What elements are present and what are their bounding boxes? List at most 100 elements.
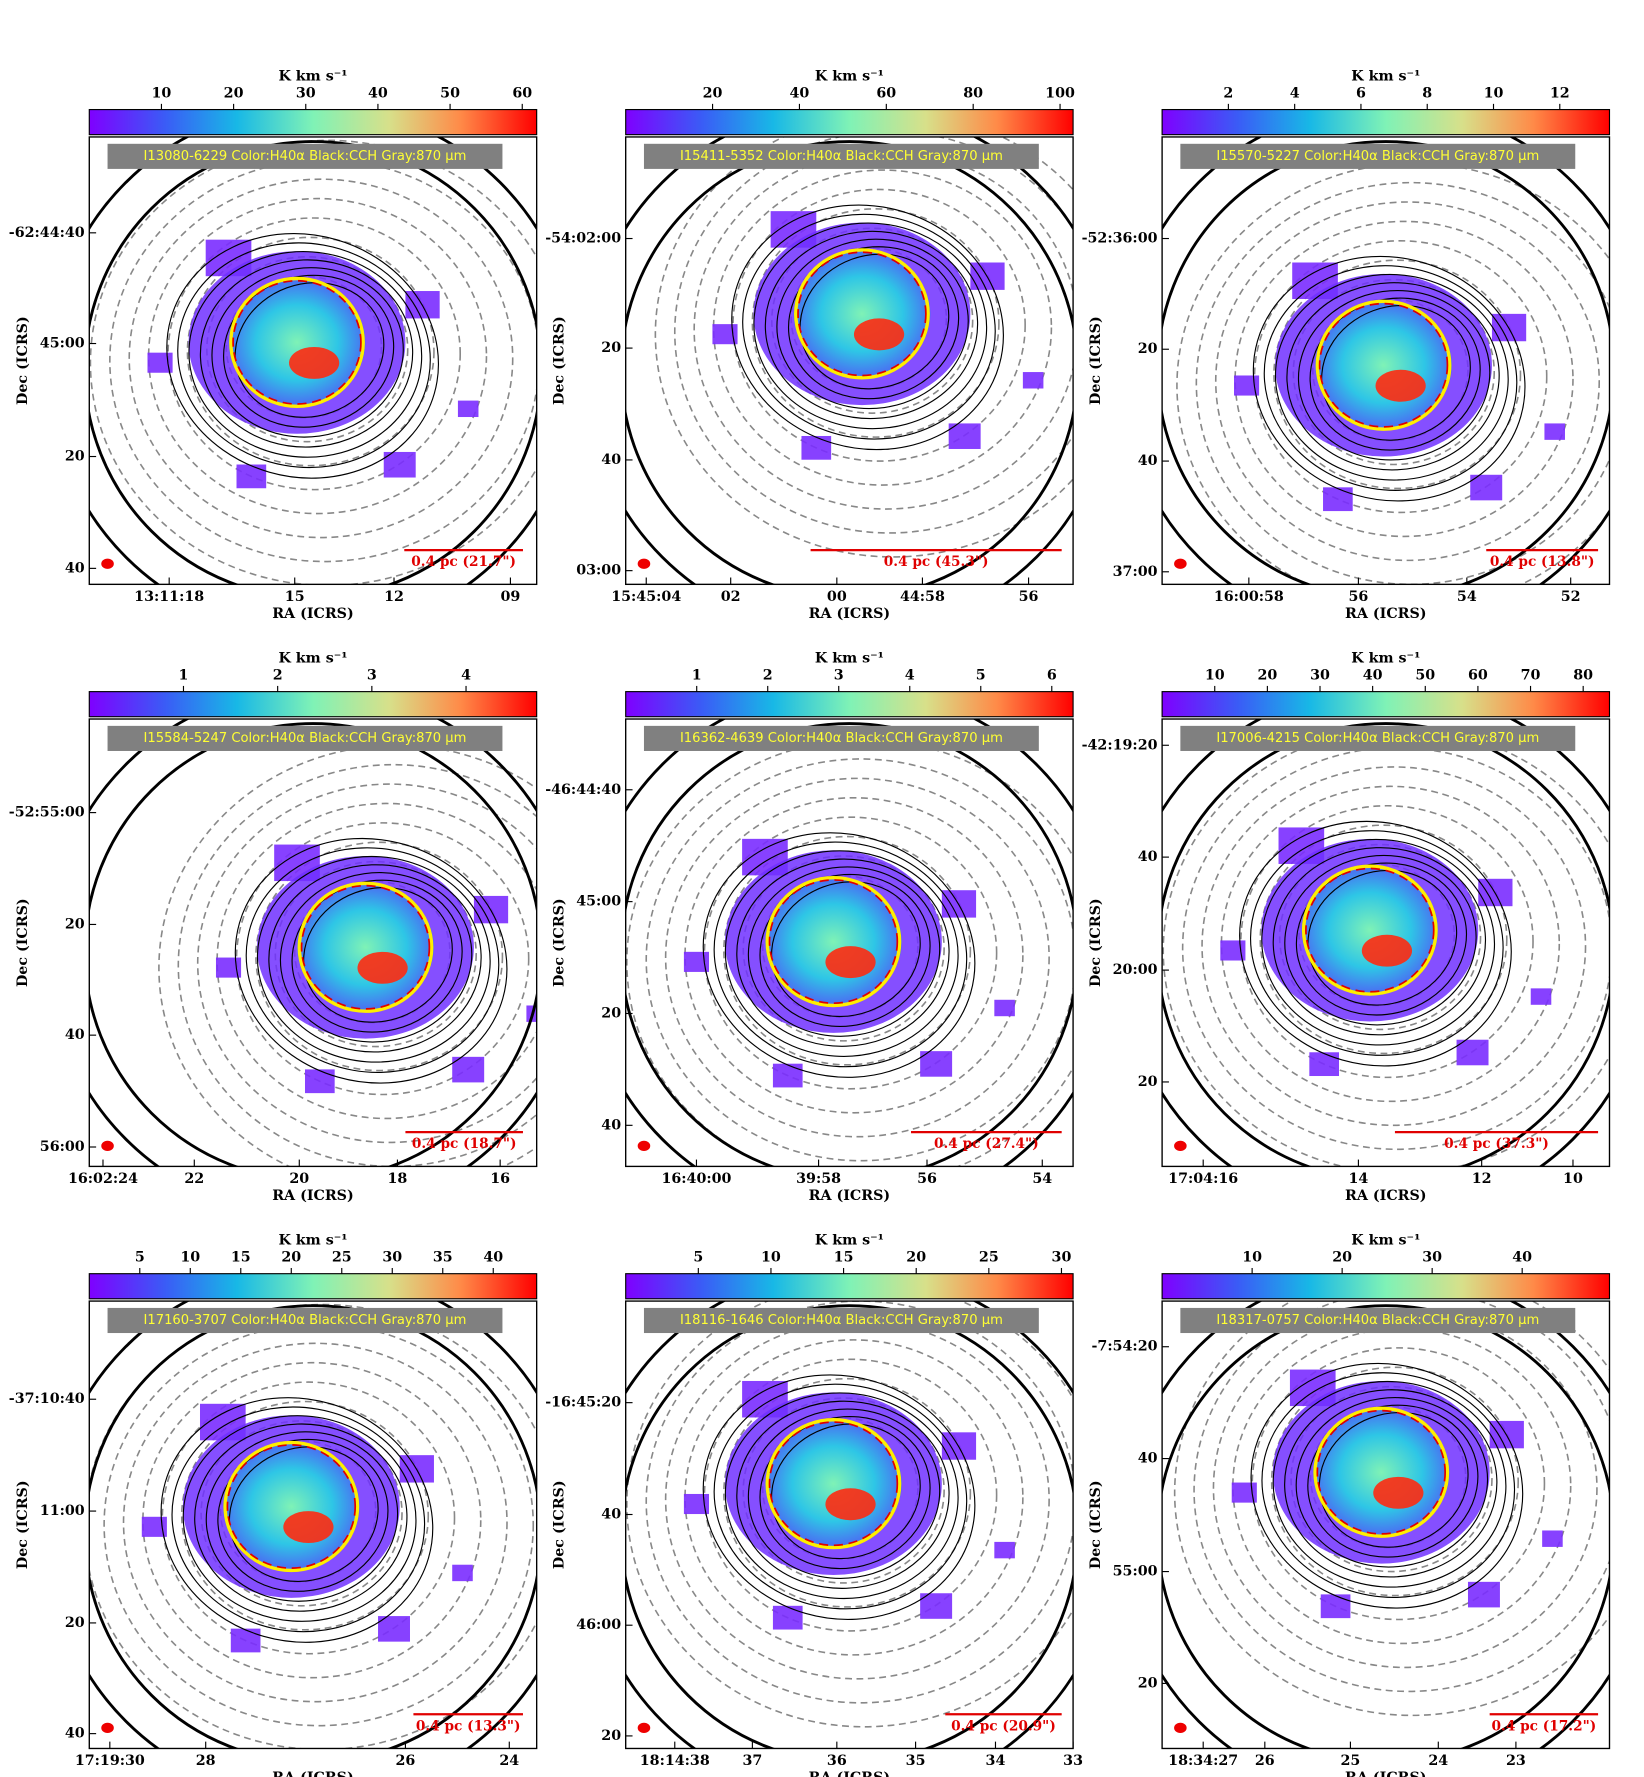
h40a-patch: [772, 1605, 803, 1630]
h40a-peak: [1361, 934, 1413, 967]
image: [1162, 1301, 1610, 1749]
h40a-edge: [297, 881, 434, 1013]
title-box: [107, 725, 503, 751]
colorbar-tick-label: 15: [834, 1250, 854, 1266]
dust-contour: [161, 1381, 456, 1655]
y-tick-label: 03:00: [576, 563, 621, 579]
x-tick-label: 37: [742, 1753, 762, 1769]
colorbar-tick-label: 10: [1242, 1250, 1262, 1266]
colorbar-tick-label: 6: [1356, 86, 1366, 102]
colorbar-tick-label: 40: [1363, 668, 1383, 684]
dust-contour: [645, 758, 1074, 1162]
colorbar: [625, 691, 1074, 718]
cch-contour: [1297, 289, 1491, 461]
title-box: [1180, 725, 1576, 751]
x-axis-label: RA (ICRS): [1345, 606, 1427, 622]
colorbar-tick-label: 40: [368, 86, 388, 102]
x-tick-label: 16:02:24: [68, 1171, 138, 1187]
dust-contour: [732, 188, 1026, 462]
image: [89, 1301, 537, 1749]
scale-bar-label: 0.4 pc (45.3"): [884, 554, 989, 570]
h40a-peak: [357, 951, 408, 984]
beam: [1174, 1722, 1187, 1734]
dust-contour: [177, 763, 537, 1167]
field-circle: [89, 722, 537, 1167]
cch-contour: [1286, 282, 1500, 471]
y-tick-label: 20: [65, 1615, 85, 1631]
colorbar-tick-label: 10: [1205, 668, 1225, 684]
colorbar-tick-label: 80: [963, 86, 983, 102]
colorbar-tick-label: 10: [1484, 86, 1504, 102]
beam: [637, 558, 651, 569]
ring-dashed: [1316, 1409, 1447, 1535]
y-tick-label: -46:44:40: [545, 782, 621, 798]
colorbar-tick-label: 20: [703, 86, 723, 102]
x-tick-label: 18:34:27: [1168, 1753, 1238, 1769]
y-tick-label: 11:00: [40, 1503, 85, 1519]
colorbar-tick-label: 60: [512, 86, 532, 102]
cch-contour: [1261, 1372, 1516, 1598]
dust-contour: [1251, 1347, 1546, 1621]
h40a-patch: [772, 1063, 803, 1088]
plot-frame: [625, 136, 1074, 586]
panel-title: I13080-6229 Color:H40α Black:CCH Gray:87…: [144, 149, 467, 164]
x-tick-label: 14: [1348, 1171, 1368, 1187]
image: [625, 719, 1074, 1167]
colorbar-tick-label: 10: [761, 1250, 781, 1266]
x-tick-label: 36: [827, 1753, 847, 1769]
x-tick-label: 18:14:38: [640, 1753, 710, 1769]
x-tick-label: 24: [1428, 1753, 1448, 1769]
cch-contour: [1295, 1397, 1489, 1568]
scale-bar-label: 0.4 pc (13.3"): [416, 1718, 521, 1734]
h40a-patch: [1320, 1594, 1351, 1619]
h40a-edge: [1313, 1406, 1450, 1538]
y-axis-label: Dec (ICRS): [552, 1480, 568, 1569]
y-tick-label: 56:00: [40, 1139, 85, 1155]
x-tick-label: 56: [1019, 589, 1039, 605]
x-tick-label: 15:45:04: [611, 589, 681, 605]
y-tick-label: 20: [1138, 341, 1158, 357]
h40a-patch: [948, 423, 981, 449]
colorbar-tick-label: 20: [1332, 1250, 1352, 1266]
h40a-edge: [1315, 299, 1452, 431]
cch-contour: [713, 841, 968, 1068]
field-circle: [89, 140, 537, 585]
x-tick-label: 00: [827, 589, 847, 605]
y-tick-label: -37:10:40: [9, 1391, 85, 1407]
plot-frame: [88, 1300, 538, 1750]
cch-contour: [702, 832, 976, 1078]
y-tick-label: 20:00: [1113, 962, 1158, 978]
beam: [1174, 1140, 1187, 1151]
ring-dashed: [232, 279, 362, 405]
ring-dashed: [1305, 867, 1435, 993]
h40a-patch: [994, 999, 1015, 1017]
cch-contour: [245, 847, 500, 1073]
dust-contour: [147, 197, 488, 515]
colorbar-tick-label: 60: [876, 86, 896, 102]
h40a-peak: [1373, 1476, 1424, 1509]
colorbar-tick-label: 5: [135, 1250, 145, 1266]
dust-contour: [1234, 220, 1574, 538]
scale-bar-label: 0.4 pc (37.3"): [1444, 1136, 1549, 1152]
dust-contour: [1201, 766, 1587, 1127]
y-tick-label: -7:54:20: [1092, 1339, 1158, 1355]
colorbar-tick-label: 3: [367, 668, 377, 684]
colorbar-unit: K km s⁻¹: [1351, 68, 1420, 84]
x-tick-label: 13:11:18: [134, 589, 204, 605]
dust-contour: [703, 816, 998, 1090]
x-tick-label: 44:58: [900, 589, 945, 605]
h40a-peak: [283, 1511, 334, 1544]
h40a-edge: [765, 875, 902, 1008]
beam: [101, 558, 114, 569]
cch-contour: [724, 850, 959, 1057]
x-axis-label: RA (ICRS): [1345, 1188, 1427, 1204]
colorbar-tick-label: 30: [1310, 668, 1330, 684]
h40a-patch: [712, 324, 738, 345]
y-axis-label: Dec (ICRS): [15, 1480, 31, 1569]
colorbar-tick-label: 20: [1257, 668, 1277, 684]
colorbar-tick-label: 100: [1045, 86, 1075, 102]
dust-contour: [1253, 240, 1548, 514]
dust-contour: [1193, 1301, 1610, 1693]
h40a-patch: [1467, 1581, 1500, 1608]
h40a-edge: [765, 1418, 902, 1550]
